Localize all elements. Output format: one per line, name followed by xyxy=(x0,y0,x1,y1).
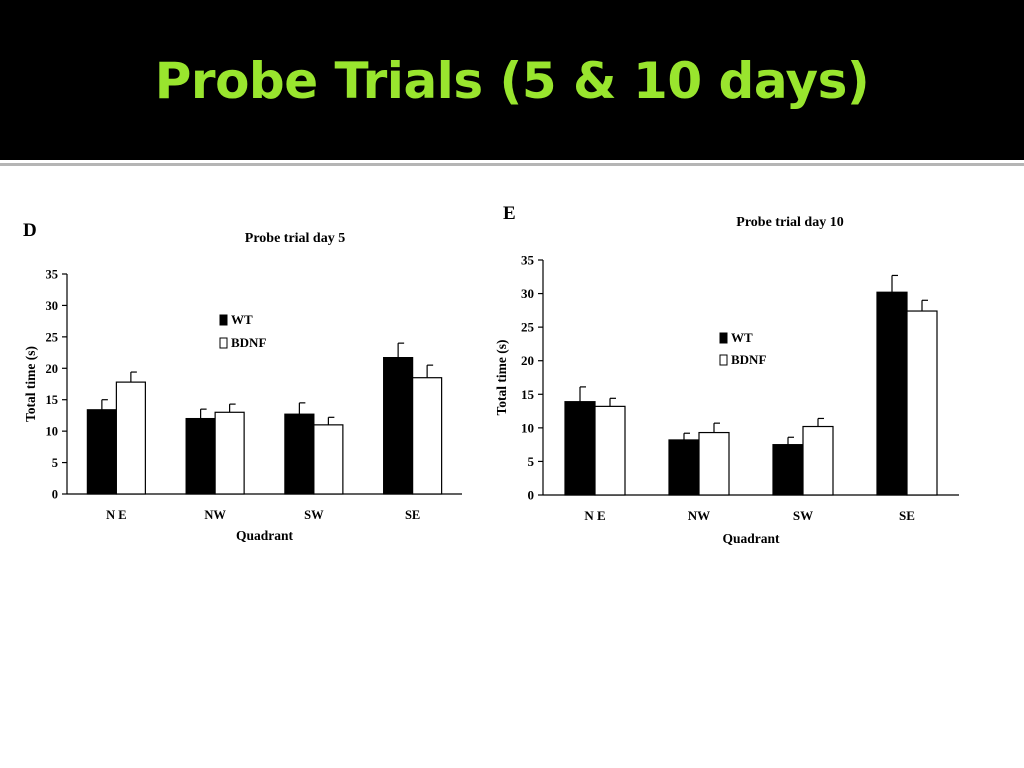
legend-label-wt: WT xyxy=(731,330,753,345)
legend-label-bdnf: BDNF xyxy=(231,335,266,350)
header-divider xyxy=(0,163,1024,166)
bar-bdnf-sw xyxy=(802,425,834,496)
bar-bdnf-sw xyxy=(313,424,344,495)
panel-label: D xyxy=(23,220,37,241)
x-tick-label: NW xyxy=(688,508,710,523)
y-tick-label: 15 xyxy=(521,387,535,402)
x-axis-label: Quadrant xyxy=(236,528,294,543)
bar-bdnf-ne xyxy=(594,405,626,496)
x-tick-label: N E xyxy=(106,508,127,522)
legend-swatch-bdnf xyxy=(219,337,228,349)
y-axis-label: Total time (s) xyxy=(23,346,38,422)
bar-wt-nw xyxy=(185,417,216,495)
y-tick-label: 20 xyxy=(46,362,59,376)
bar-wt-se xyxy=(383,357,414,495)
bar-bdnf-ne xyxy=(115,381,146,495)
y-tick-label: 5 xyxy=(528,454,535,469)
x-tick-label: NW xyxy=(204,508,226,522)
y-tick-label: 30 xyxy=(46,299,59,313)
bar-wt-se xyxy=(876,291,908,496)
chart-day-10: E Probe trial day 10 0 5 10 15 20 25 30 35 N E NW SW… xyxy=(494,203,959,546)
chart-title: Probe trial day 5 xyxy=(245,231,345,246)
x-tick-label: SE xyxy=(899,508,915,523)
legend-swatch-wt xyxy=(719,332,728,344)
y-tick-label: 0 xyxy=(528,488,535,503)
y-axis-label: Total time (s) xyxy=(494,340,509,416)
x-axis-label: Quadrant xyxy=(722,531,780,546)
bar-bdnf-nw xyxy=(698,431,730,496)
slide-title: Probe Trials (5 & 10 days) xyxy=(154,52,870,110)
y-tick-label: 10 xyxy=(46,425,59,439)
x-tick-label: SE xyxy=(405,508,420,522)
legend-label-bdnf: BDNF xyxy=(731,352,766,367)
legend-swatch-wt xyxy=(219,314,228,326)
y-tick-label: 5 xyxy=(52,456,58,470)
bar-wt-nw xyxy=(668,439,700,496)
bar-bdnf-se xyxy=(412,377,443,495)
bar-wt-sw xyxy=(772,444,804,496)
bar-wt-sw xyxy=(284,413,315,495)
y-tick-label: 25 xyxy=(521,320,535,335)
y-tick-label: 35 xyxy=(521,253,535,268)
y-tick-label: 25 xyxy=(46,330,59,344)
panel-label: E xyxy=(503,203,516,224)
y-tick-label: 30 xyxy=(521,286,534,301)
y-tick-label: 15 xyxy=(46,393,59,407)
x-tick-label: N E xyxy=(584,508,605,523)
y-tick-label: 35 xyxy=(46,268,59,282)
chart-day-5: D Probe trial day 5 0 5 10 15 20 25 30 35 N E NW SW S… xyxy=(23,220,462,543)
y-tick-label: 10 xyxy=(521,420,534,435)
bar-bdnf-nw xyxy=(214,411,245,495)
legend-swatch-bdnf xyxy=(719,354,728,366)
x-tick-label: SW xyxy=(304,508,324,522)
bar-bdnf-se xyxy=(906,310,938,496)
bar-wt-ne xyxy=(564,401,596,496)
y-tick-label: 20 xyxy=(521,353,534,368)
chart-title: Probe trial day 10 xyxy=(736,215,843,230)
x-tick-label: SW xyxy=(793,508,813,523)
slide-header: Probe Trials (5 & 10 days) xyxy=(0,0,1024,160)
bar-wt-ne xyxy=(86,409,117,495)
legend-label-wt: WT xyxy=(231,312,253,327)
y-tick-label: 0 xyxy=(52,488,58,502)
